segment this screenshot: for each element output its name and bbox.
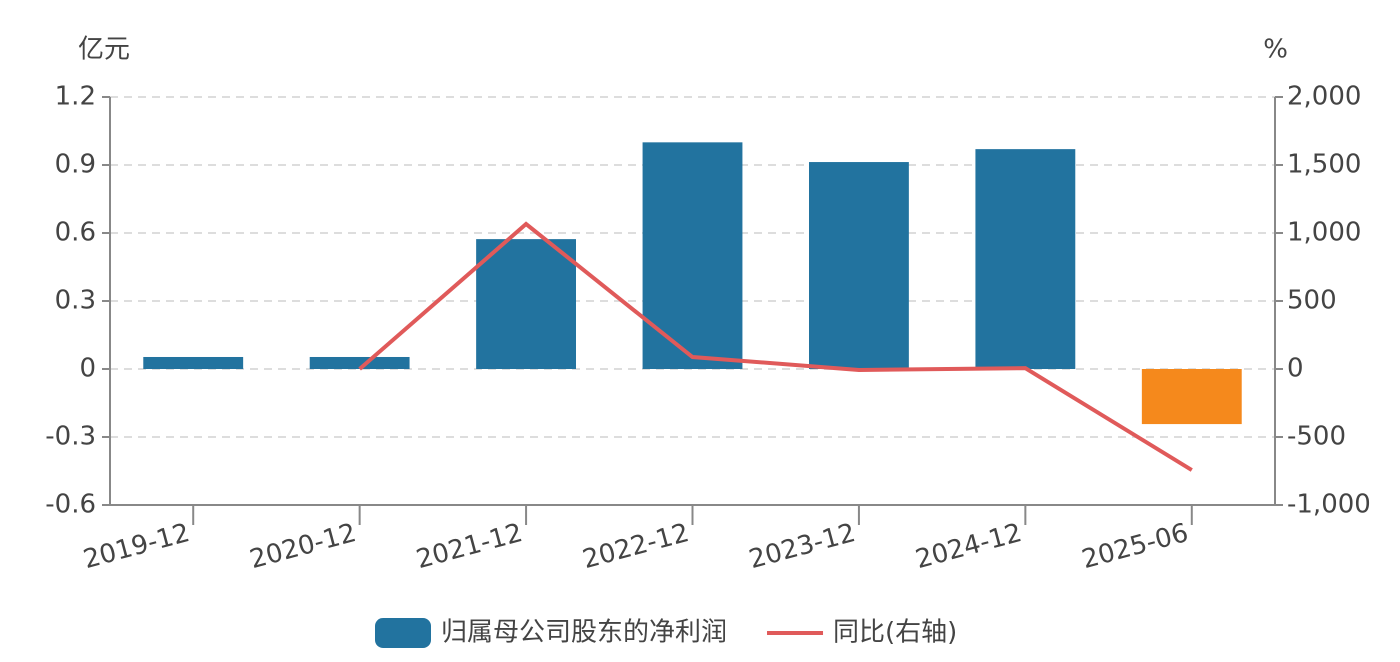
y2-tick-label: -500 <box>1287 422 1346 452</box>
y-tick-label: -0.3 <box>45 422 96 452</box>
x-tick-label: 2021-12 <box>413 518 526 575</box>
y-axis-unit: 亿元 <box>78 35 130 65</box>
y-tick-label: -0.6 <box>45 490 96 520</box>
bar <box>309 356 410 369</box>
x-tick-label: 2020-12 <box>247 518 360 575</box>
y2-tick-label: 1,500 <box>1287 150 1361 180</box>
bar <box>642 142 743 369</box>
x-tick-label: 2019-12 <box>80 518 193 575</box>
legend-label: 同比(右轴) <box>833 618 957 648</box>
bar <box>1141 369 1242 425</box>
y-tick-label: 0.9 <box>55 150 96 180</box>
legend-label: 归属母公司股东的净利润 <box>441 618 727 648</box>
y-tick-label: 1.2 <box>55 82 96 112</box>
x-tick-label: 2024-12 <box>912 518 1025 575</box>
bar <box>975 149 1076 369</box>
x-tick-label: 2023-12 <box>746 518 859 575</box>
x-tick-label: 2025-06 <box>1079 518 1192 575</box>
bar <box>809 162 909 369</box>
y2-tick-label: -1,000 <box>1287 490 1371 520</box>
y2-tick-label: 0 <box>1287 354 1304 384</box>
line <box>358 221 1193 472</box>
legend-swatch <box>375 618 431 648</box>
y-tick-label: 0.6 <box>55 218 96 248</box>
x-tick-label: 2022-12 <box>580 518 693 575</box>
y-tick-label: 0.3 <box>55 286 96 316</box>
bar <box>476 239 576 369</box>
y-tick-label: 0 <box>79 354 96 384</box>
bar <box>143 356 244 369</box>
y2-tick-label: 1,000 <box>1287 218 1361 248</box>
y2-axis-unit: % <box>1263 35 1288 65</box>
y2-tick-label: 2,000 <box>1287 82 1361 112</box>
y2-tick-label: 500 <box>1287 286 1337 316</box>
